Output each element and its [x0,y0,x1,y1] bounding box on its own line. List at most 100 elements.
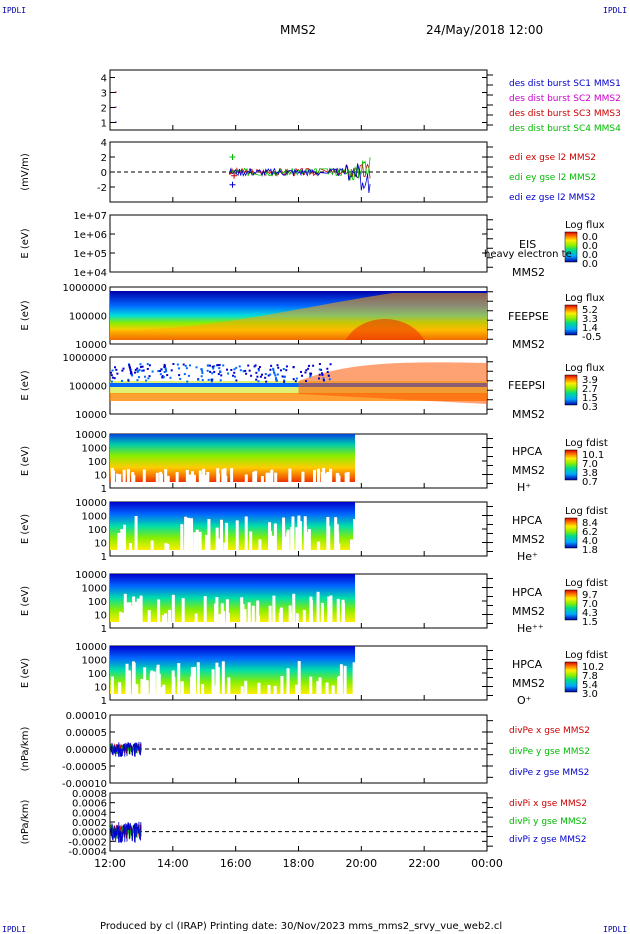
p7-cb-tick: 6.2 [582,527,598,538]
p7-gap [282,526,286,550]
p2-marker [231,172,238,179]
p8-colorbar [564,589,578,621]
p6-gap [204,474,208,482]
p5-noise-pixel [179,377,182,380]
p5-noise-pixel [307,367,310,370]
p5-noise-pixel [133,371,136,374]
p5-noise-pixel [217,373,220,376]
p5-noise-pixel [318,368,321,371]
p5-noise-pixel [121,379,124,382]
p9-gap [150,670,154,694]
p7-gap [190,518,194,550]
p7-gap [303,516,307,550]
p6-gap [122,469,126,482]
p8-gap [131,605,135,622]
p6-ytick-label: 1 [101,484,107,495]
p5-ytick-label: 1000000 [62,353,107,364]
p5-noise-pixel [218,367,221,370]
p5-noise-pixel [256,375,259,378]
p5-noise-pixel [148,364,151,367]
p7-gap [305,532,309,550]
p5-noise-pixel [177,367,180,370]
p8-gap [128,602,132,622]
p8-ytick-label: 10000 [75,570,107,581]
p9-gap [110,676,114,694]
p11-ytick-label: -0.0004 [68,847,107,858]
p5-noise-pixel [267,374,270,377]
p4-ytick-label: 1000000 [62,283,107,294]
p7-ytick-label: 100 [88,525,107,536]
p6-gap [320,471,324,482]
p6-gap [223,468,227,482]
p7-gap [195,529,199,550]
p5-noise-pixel [227,372,230,375]
time-tick-label: 22:00 [408,857,440,870]
p5-noise-pixel [130,371,133,374]
p5-noise-pixel [261,373,264,376]
p5-noise-pixel [143,375,146,378]
p3-note: heavy electron te [484,249,572,260]
time-tick-label: 18:00 [283,857,315,870]
p5-noise-pixel [140,365,143,368]
time-tick-label: 20:00 [345,857,377,870]
p9-cb-tick: 5.4 [582,680,598,691]
p1-point [115,121,117,123]
p9-gap [162,684,166,694]
p8-gap [316,591,320,622]
p4-cb-tick: -0.5 [582,332,602,343]
p5-noise-pixel [326,367,329,370]
p11-ytick-label: 0.0006 [72,799,107,810]
p5-noise-pixel [283,375,286,378]
p9-gap [201,684,205,694]
p7-gap [204,534,208,550]
p8-cb-tick: 7.0 [582,599,598,610]
p5-noise-pixel [136,367,139,370]
p2-ylabel: (mV/m) [20,153,31,191]
p9-ytick-label: 1 [101,696,107,707]
p3-cb-tick: 0.0 [582,259,598,270]
p5-noise-pixel [163,363,166,366]
p7-ytick-label: 10 [94,539,107,550]
p5-noise-pixel [169,376,172,379]
p6-ytick-label: 10000 [75,430,107,441]
p9-gap [221,661,225,694]
p5-noise-pixel [172,363,175,366]
p8-ytick-label: 1000 [82,584,107,595]
p7-species: He⁺ [517,550,538,563]
p7-ytick-label: 1 [101,552,107,563]
p5-cb-tick: 2.7 [582,384,598,395]
p8-spectrogram [110,574,356,622]
p5-noise-pixel [164,368,167,371]
p5-noise-pixel [276,364,279,367]
p8-ytick-label: 10 [94,611,107,622]
p10-series-2 [110,741,142,758]
p5-noise-pixel [283,379,286,382]
p9-gap [295,684,299,694]
p5-noise-pixel [282,368,285,371]
p3-ylabel: E (eV) [20,228,31,258]
p9-gap [331,685,335,694]
p5-noise-pixel [235,379,238,382]
p7-gap [225,522,229,550]
p5-noise-pixel [295,377,298,380]
p7-gap [219,519,223,550]
p6-gap [164,469,168,482]
p8-gap [256,615,260,622]
p5-noise-pixel [235,366,238,369]
p9-gap [244,680,248,694]
p3-colorbar [564,231,578,263]
p5-noise-pixel [128,366,131,369]
p2-ytick-label: 2 [101,153,107,164]
p5-noise-pixel [292,378,295,381]
p5-noise-pixel [305,380,308,383]
p5-noise-pixel [292,366,295,369]
p8-gap [171,594,175,622]
p6-gap [346,472,350,482]
p7-gap [298,521,302,550]
p6-gap [155,472,159,482]
p2-series-2 [229,163,371,194]
p8-ytick-label: 100 [88,597,107,608]
p7-gap [334,517,338,550]
p5-cb-title: Log flux [565,363,605,374]
p7-colorbar [564,517,578,549]
